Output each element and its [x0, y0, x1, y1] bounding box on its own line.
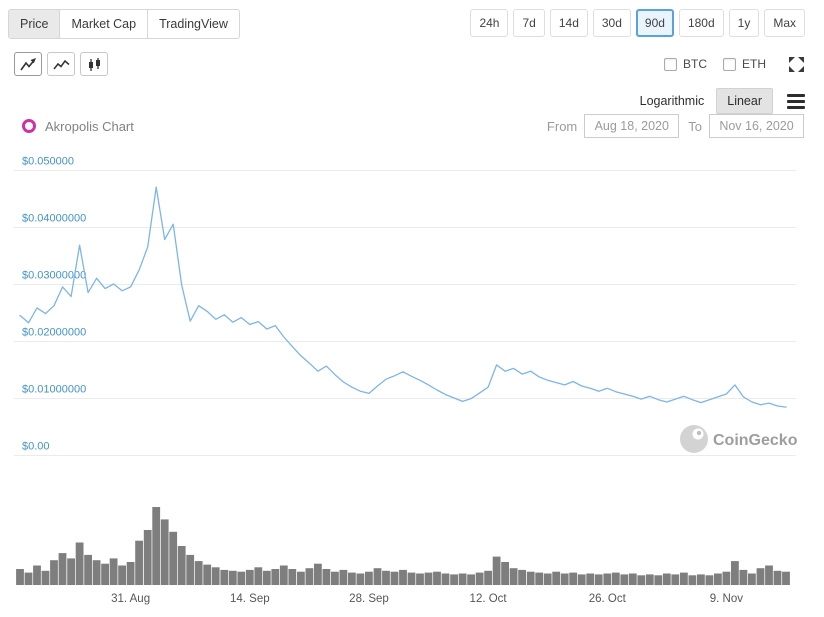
chart-menu-button[interactable]: [787, 91, 805, 112]
from-date-input[interactable]: [584, 114, 680, 138]
y-axis-labels: $0.050000 $0.04000000 $0.03000000 $0.020000…: [22, 156, 86, 453]
time-range-buttons: 24h 7d 14d 30d 90d 180d 1y Max: [465, 9, 805, 37]
range-180d[interactable]: 180d: [678, 9, 724, 37]
chart-type-toolbar: [14, 52, 113, 76]
to-label: To: [688, 118, 702, 134]
from-label: From: [546, 118, 578, 134]
coingecko-watermark: CoinGecko: [680, 425, 798, 453]
range-1y[interactable]: 1y: [728, 9, 760, 37]
compare-controls: BTC ETH: [648, 56, 805, 73]
fullscreen-button[interactable]: [788, 56, 805, 73]
tab-tradingview[interactable]: TradingView: [147, 9, 240, 39]
line-chart-type-button[interactable]: [14, 52, 42, 76]
svg-text:$0.04000000: $0.04000000: [22, 213, 86, 225]
gridlines: [14, 170, 796, 456]
to-date-input[interactable]: [709, 114, 804, 138]
range-max[interactable]: Max: [764, 9, 805, 37]
range-90d[interactable]: 90d: [635, 9, 674, 37]
svg-text:$0.03000000: $0.03000000: [22, 270, 86, 282]
linear-toggle[interactable]: Linear: [716, 88, 773, 114]
candlestick-chart-type-button[interactable]: [80, 52, 108, 76]
range-7d[interactable]: 7d: [513, 9, 545, 37]
line-chart-icon: [19, 57, 36, 70]
chart-header: Akropolis Chart: [22, 119, 134, 134]
svg-text:28. Sep: 28. Sep: [349, 593, 389, 605]
logarithmic-toggle[interactable]: Logarithmic: [638, 89, 707, 113]
price-volume-chart[interactable]: $0.050000 $0.04000000 $0.03000000 $0.020000…: [0, 150, 824, 610]
watermark-text: CoinGecko: [713, 432, 798, 449]
range-24h[interactable]: 24h: [470, 9, 509, 37]
hamburger-icon: [787, 93, 805, 97]
chart-view-tabs: Price Market Cap TradingView: [8, 9, 240, 39]
svg-text:$0.00: $0.00: [22, 441, 50, 453]
x-axis-labels: 31. Aug 14. Sep 28. Sep 12. Oct 26. Oct 9. No…: [111, 593, 743, 605]
eth-compare-toggle[interactable]: ETH: [723, 57, 766, 71]
akropolis-logo-icon: [22, 119, 36, 133]
svg-text:$0.050000: $0.050000: [22, 156, 74, 168]
range-30d[interactable]: 30d: [592, 9, 631, 37]
svg-text:31. Aug: 31. Aug: [111, 593, 150, 605]
svg-text:26. Oct: 26. Oct: [589, 593, 627, 605]
candlestick-chart-icon: [88, 57, 100, 71]
multi-line-chart-type-button[interactable]: [47, 52, 75, 76]
btc-compare-toggle[interactable]: BTC: [664, 57, 707, 71]
multi-line-chart-icon: [52, 59, 69, 69]
svg-text:14. Sep: 14. Sep: [230, 593, 270, 605]
btc-label: BTC: [683, 57, 707, 71]
expand-icon: [789, 56, 804, 72]
volume-bars: [16, 507, 790, 586]
eth-checkbox[interactable]: [723, 57, 736, 71]
svg-text:12. Oct: 12. Oct: [470, 593, 508, 605]
chart-title: Akropolis Chart: [45, 118, 134, 134]
svg-text:$0.02000000: $0.02000000: [22, 327, 86, 339]
date-range-filter: From To: [547, 114, 804, 138]
tab-market-cap[interactable]: Market Cap: [59, 9, 149, 39]
btc-checkbox[interactable]: [664, 57, 677, 71]
tab-price[interactable]: Price: [8, 9, 61, 39]
range-14d[interactable]: 14d: [549, 9, 588, 37]
svg-text:9. Nov: 9. Nov: [710, 593, 743, 605]
price-line-series: [19, 186, 787, 408]
svg-text:$0.01000000: $0.01000000: [22, 384, 86, 396]
eth-label: ETH: [742, 57, 766, 71]
